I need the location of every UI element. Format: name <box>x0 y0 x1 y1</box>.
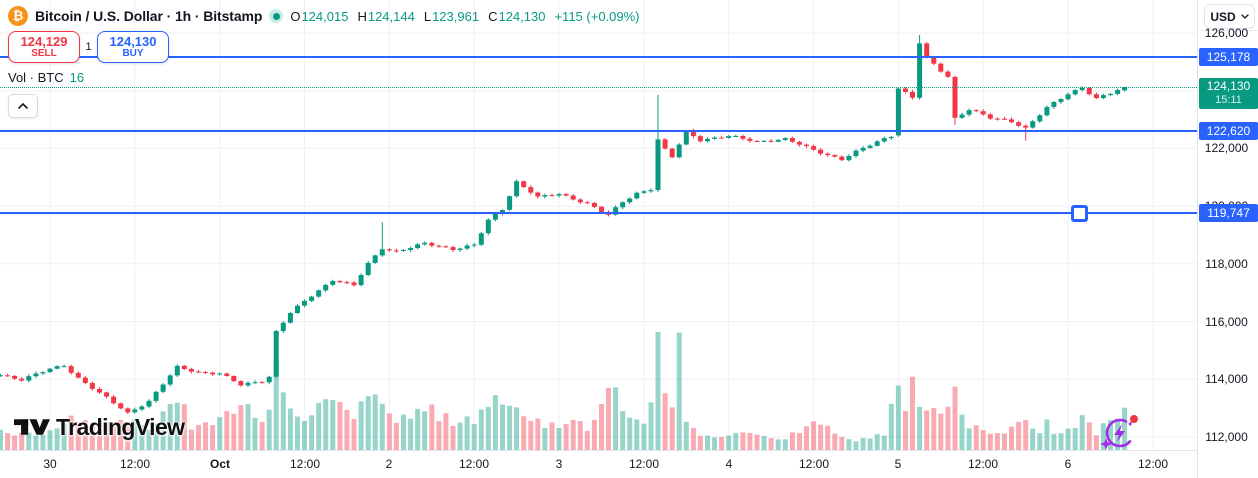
time-tick-label: 12:00 <box>458 457 490 471</box>
open-label: O <box>290 8 301 24</box>
volume-value: 16 <box>69 70 85 85</box>
price-axis[interactable]: USD 126,000122,000120,000118,000116,0001… <box>1197 0 1258 478</box>
level-price-badge: 119,747 <box>1199 204 1258 222</box>
time-tick-label: 30 <box>43 457 57 471</box>
bar-countdown: 15:11 <box>1215 94 1242 106</box>
time-tick-label: 12:00 <box>289 457 321 471</box>
high-label: H <box>357 8 367 24</box>
buy-button[interactable]: 124,130 BUY <box>97 31 169 63</box>
high-value: 124,144 <box>367 8 415 24</box>
tradingview-logo-icon <box>14 419 50 435</box>
time-tick-label: 6 <box>1064 457 1072 471</box>
change-value: +115 (+0.09%) <box>554 8 640 24</box>
price-tick-label: 126,000 <box>1204 26 1249 40</box>
level-price-badge: 122,620 <box>1199 122 1258 140</box>
close-label: C <box>488 8 498 24</box>
time-tick-label: 12:00 <box>119 457 151 471</box>
time-tick-label: 5 <box>894 457 902 471</box>
level-price-badge: 125,178 <box>1199 48 1258 66</box>
flash-icon <box>1100 415 1138 450</box>
close-value: 124,130 <box>498 8 546 24</box>
price-tick-label: 112,000 <box>1205 430 1248 444</box>
symbol-title[interactable]: Bitcoin / U.S. Dollar · 1h · Bitstamp <box>35 8 263 24</box>
price-tick-label: 122,000 <box>1204 141 1249 155</box>
candlestick-chart[interactable] <box>0 0 1197 450</box>
last-price-value: 124,130 <box>1206 79 1251 93</box>
volume-indicator[interactable]: Vol · BTC 16 <box>8 70 84 85</box>
spread-value: 1 <box>85 41 92 53</box>
sell-button[interactable]: 124,129 SELL <box>8 31 80 63</box>
price-tick-label: 116,000 <box>1205 315 1248 329</box>
flash-trade-button[interactable] <box>1098 412 1142 459</box>
ohlc-readout: O 124,015 H 124,144 L 123,961 C 124,130 +115… <box>290 9 639 24</box>
chevron-down-icon <box>1241 14 1249 19</box>
market-status-icon[interactable] <box>269 9 284 23</box>
axis-divider <box>1198 30 1258 31</box>
time-tick-label: 12:00 <box>798 457 830 471</box>
time-tick-label: 12:00 <box>1137 457 1169 471</box>
bitcoin-icon: ₿ <box>8 6 28 26</box>
time-tick-label: 4 <box>725 457 733 471</box>
symbol-header: ₿ Bitcoin / U.S. Dollar · 1h · Bitstamp … <box>8 6 640 26</box>
trade-panel: 124,129 SELL 1 124,130 BUY <box>8 31 169 63</box>
last-price-badge: 124,130 15:11 <box>1199 78 1258 109</box>
horizontal-line-drawing[interactable] <box>0 212 1197 214</box>
time-tick-label: 12:00 <box>967 457 999 471</box>
currency-dropdown[interactable]: USD <box>1204 4 1255 29</box>
horizontal-line-drawing[interactable] <box>0 56 1197 58</box>
time-tick-label: 12:00 <box>628 457 660 471</box>
tradingview-logo-text: TradingView <box>56 413 185 440</box>
chevron-up-icon <box>18 103 28 109</box>
tradingview-watermark[interactable]: TradingView <box>14 412 185 442</box>
open-value: 124,015 <box>301 8 349 24</box>
horizontal-line-drawing[interactable] <box>0 130 1197 132</box>
volume-label: Vol · BTC <box>8 70 64 85</box>
time-axis[interactable]: 30 12:00 Oct 12:00 2 12:00 3 12:00 4 12:00 5 12:00 6… <box>0 450 1258 478</box>
currency-value: USD <box>1210 9 1236 24</box>
low-label: L <box>423 8 432 24</box>
last-price-line <box>0 87 1197 88</box>
collapse-pane-button[interactable] <box>8 94 38 118</box>
time-tick-label: Oct <box>209 457 231 471</box>
price-tick-label: 114,000 <box>1205 372 1248 386</box>
line-drag-handle[interactable] <box>1071 205 1088 222</box>
low-value: 123,961 <box>432 8 480 24</box>
price-tick-label: 118,000 <box>1205 257 1248 271</box>
time-tick-label: 3 <box>555 457 563 471</box>
time-tick-label: 2 <box>385 457 393 471</box>
